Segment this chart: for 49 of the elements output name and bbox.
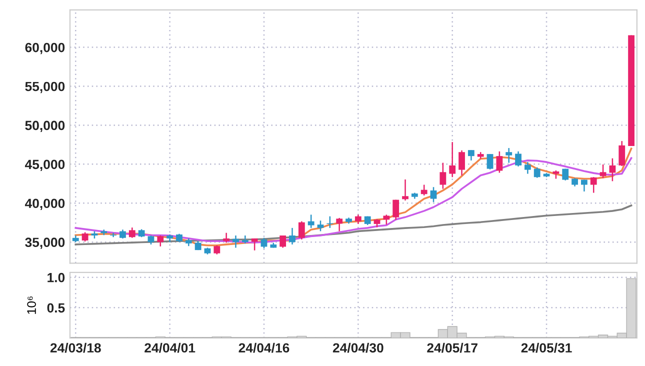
candlestick bbox=[600, 164, 606, 179]
x-tick-label: 24/04/30 bbox=[332, 342, 384, 353]
candlestick bbox=[157, 234, 164, 248]
candlestick bbox=[496, 150, 503, 174]
y-tick-label: 0.5 bbox=[47, 303, 65, 313]
y-tick-label: 35,000 bbox=[25, 238, 65, 249]
candlestick bbox=[383, 214, 390, 226]
candlestick bbox=[618, 140, 626, 167]
candlestick bbox=[534, 166, 540, 178]
candlestick bbox=[430, 186, 437, 203]
y-tick-label: 1.0 bbox=[48, 272, 65, 282]
candlestick bbox=[317, 220, 324, 232]
candlestick bbox=[402, 178, 408, 202]
y-axis-title: 10⁶ bbox=[27, 296, 36, 314]
candlestick bbox=[515, 150, 522, 168]
x-tick-label: 24/05/17 bbox=[427, 342, 478, 353]
candlestick bbox=[458, 150, 465, 176]
candlestick bbox=[440, 162, 446, 190]
candlestick bbox=[223, 232, 230, 244]
candlestick bbox=[354, 214, 362, 225]
candlestick bbox=[308, 214, 314, 229]
candlestick bbox=[298, 220, 305, 240]
candlestick bbox=[590, 176, 597, 194]
candlestick bbox=[260, 237, 268, 249]
candlestick bbox=[280, 234, 286, 248]
candlestick bbox=[242, 234, 248, 244]
y-tick-label: 55,000 bbox=[25, 82, 65, 94]
candlestick bbox=[524, 161, 531, 174]
candlestick bbox=[506, 147, 512, 164]
candlestick bbox=[232, 234, 239, 248]
x-tick-label: 24/03/18 bbox=[50, 342, 101, 353]
candlestick bbox=[609, 158, 616, 182]
candlestick bbox=[468, 149, 474, 162]
y-tick-label: 60,000 bbox=[25, 42, 65, 54]
candlestick bbox=[82, 232, 88, 242]
candlestick bbox=[486, 153, 494, 170]
y-tick-label: 40,000 bbox=[24, 198, 65, 210]
candlestick bbox=[449, 141, 456, 178]
y-tick-label: 45,000 bbox=[24, 160, 65, 172]
x-tick-label: 24/05/31 bbox=[521, 342, 572, 353]
y-tick-label: 50,000 bbox=[25, 120, 65, 132]
candlestick bbox=[336, 217, 343, 232]
x-tick-label: 24/04/16 bbox=[238, 342, 290, 353]
candlestick bbox=[289, 227, 296, 246]
candlestick bbox=[128, 226, 136, 238]
candlestick bbox=[392, 199, 400, 220]
line-series bbox=[74, 204, 632, 246]
candlestick bbox=[420, 184, 428, 196]
x-tick-label: 24/04/01 bbox=[144, 342, 196, 353]
